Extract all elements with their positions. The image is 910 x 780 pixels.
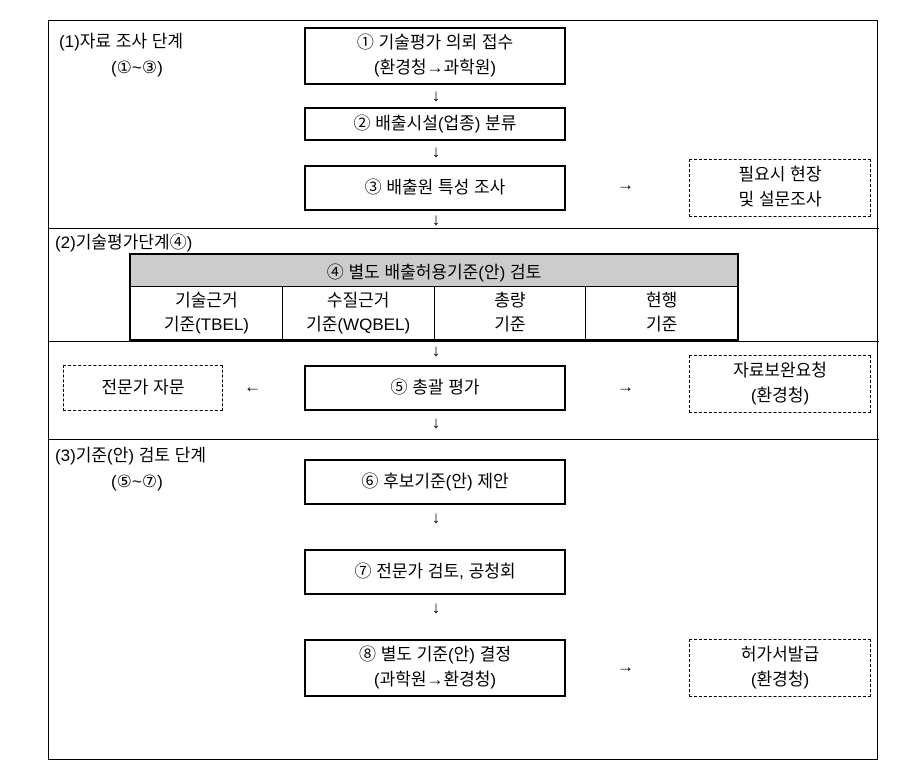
divider-1 — [49, 228, 879, 229]
node-8-l1: ⑧ 별도 기준(안) 결정 — [359, 643, 511, 668]
node-3-side-l1: 필요시 현장 — [739, 163, 822, 188]
section1-range: (①~③) — [111, 55, 163, 81]
node-4-cell-4: 현행 기준 — [586, 287, 737, 339]
node-5-left-text: 전문가 자문 — [102, 376, 185, 401]
node-5: ⑤ 총괄 평가 — [304, 365, 566, 411]
arrow-2-3: ↓ — [429, 142, 443, 162]
node-4-cell-3: 총량 기준 — [435, 287, 587, 339]
arrow-3-side: → — [617, 175, 634, 195]
node-6: ⑥ 후보기준(안) 제안 — [304, 459, 566, 505]
node-4-cell-2: 수질근거 기준(WQBEL) — [283, 287, 435, 339]
node-5-right-l2: (환경청) — [751, 384, 809, 409]
node-5-right-l1: 자료보완요청 — [733, 359, 827, 384]
divider-2 — [49, 341, 879, 342]
node-2-text: ② 배출시설(업종) 분류 — [354, 112, 517, 137]
section1-title: (1)자료 조사 단계 — [59, 29, 183, 55]
node-7-text: ⑦ 전문가 검토, 공청회 — [354, 560, 515, 585]
section3-title: (3)기준(안) 검토 단계 — [55, 443, 206, 469]
node-3-side: 필요시 현장 및 설문조사 — [689, 159, 871, 217]
node-5-text: ⑤ 총괄 평가 — [390, 376, 479, 401]
node-5-left: 전문가 자문 — [63, 365, 223, 411]
node-4-cell-1: 기술근거 기준(TBEL) — [131, 287, 283, 339]
node-3: ③ 배출원 특성 조사 — [304, 165, 566, 211]
node-4-header: ④ 별도 배출허용기준(안) 검토 — [131, 255, 737, 287]
node-8-side-l1: 허가서발급 — [741, 643, 819, 668]
node-8-l2: (과학원→환경청) — [374, 668, 496, 693]
arrow-7-8: ↓ — [429, 598, 443, 618]
divider-3 — [49, 439, 879, 440]
node-7: ⑦ 전문가 검토, 공청회 — [304, 549, 566, 595]
node-4-row: 기술근거 기준(TBEL) 수질근거 기준(WQBEL) 총량 기준 현행 기준 — [131, 287, 737, 339]
node-6-text: ⑥ 후보기준(안) 제안 — [361, 470, 508, 495]
section2-title: (2)기술평가단계④) — [55, 230, 192, 256]
node-1-line1: ① 기술평가 의뢰 접수 — [357, 31, 513, 56]
arrow-8-side: → — [617, 657, 634, 677]
node-3-side-l2: 및 설문조사 — [739, 188, 822, 213]
node-3-text: ③ 배출원 특성 조사 — [365, 176, 506, 201]
flowchart-container: (1)자료 조사 단계 (①~③) ① 기술평가 의뢰 접수 (환경청→과학원)… — [48, 20, 878, 760]
arrow-5-left: ← — [244, 377, 261, 397]
arrow-1-2: ↓ — [429, 86, 443, 106]
node-8-side: 허가서발급 (환경청) — [689, 639, 871, 697]
arrow-5-6: ↓ — [429, 413, 443, 433]
node-8-side-l2: (환경청) — [751, 668, 809, 693]
node-2: ② 배출시설(업종) 분류 — [304, 107, 566, 141]
node-5-right: 자료보완요청 (환경청) — [689, 355, 871, 413]
arrow-6-7: ↓ — [429, 508, 443, 528]
section3-range: (⑤~⑦) — [111, 469, 163, 495]
node-4-table: ④ 별도 배출허용기준(안) 검토 기술근거 기준(TBEL) 수질근거 기준(… — [129, 253, 739, 341]
node-1: ① 기술평가 의뢰 접수 (환경청→과학원) — [304, 27, 566, 85]
node-8: ⑧ 별도 기준(안) 결정 (과학원→환경청) — [304, 639, 566, 697]
node-1-line2: (환경청→과학원) — [374, 56, 496, 81]
arrow-4-5: ↓ — [429, 341, 443, 361]
arrow-5-right: → — [617, 377, 634, 397]
arrow-3-4: ↓ — [429, 210, 443, 230]
